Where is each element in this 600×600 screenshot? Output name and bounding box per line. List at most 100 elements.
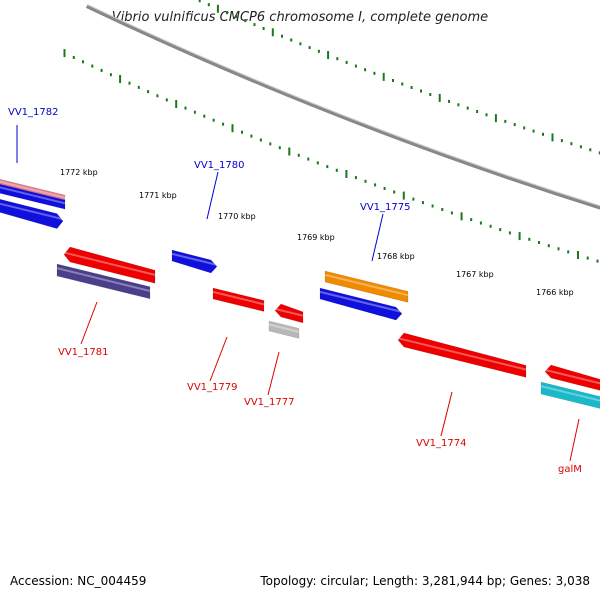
outer-tick-mark bbox=[297, 153, 300, 157]
outer-tick-mark bbox=[184, 106, 187, 110]
gene-label: VV1_1781 bbox=[58, 347, 109, 358]
outer-tick-mark bbox=[354, 176, 357, 180]
outer-tick-mark bbox=[557, 247, 560, 251]
outer-tick-mark bbox=[479, 221, 482, 225]
inner-tick-mark bbox=[226, 11, 228, 15]
inner-tick-mark bbox=[345, 60, 348, 64]
gene-label: VV1_1774 bbox=[416, 438, 467, 449]
outer-tick-mark bbox=[326, 165, 329, 169]
inner-tick-mark bbox=[364, 68, 367, 72]
outer-tick-mark bbox=[547, 244, 550, 248]
inner-tick-mark bbox=[392, 79, 394, 82]
gene-label: VV1_1779 bbox=[187, 382, 238, 393]
gene-feature-shine bbox=[63, 251, 156, 276]
gene-feature-shine bbox=[540, 385, 600, 402]
inner-tick-mark bbox=[485, 113, 488, 117]
outer-tick-mark bbox=[147, 90, 150, 94]
inner-tick-mark bbox=[401, 82, 404, 86]
inner-tick-mark bbox=[476, 110, 479, 113]
gene-feature-reverse bbox=[397, 332, 527, 378]
outer-tick-mark bbox=[100, 68, 103, 72]
gene-label-leader bbox=[80, 301, 98, 345]
outer-tick-mark bbox=[460, 212, 463, 221]
outer-tick-mark bbox=[193, 110, 196, 114]
inner-tick-mark bbox=[494, 114, 497, 123]
gene-feature-shine bbox=[56, 267, 151, 292]
outer-tick-mark bbox=[567, 250, 570, 254]
gene-feature-reverse bbox=[540, 381, 600, 409]
outer-tick-mark bbox=[364, 179, 367, 183]
outer-tick-mark bbox=[250, 134, 253, 138]
gene-feature-reverse bbox=[544, 364, 600, 391]
gene-feature-shine bbox=[0, 202, 64, 221]
scale-tick-label: 1766 kbp bbox=[536, 288, 574, 297]
inner-tick-mark bbox=[253, 23, 256, 27]
gene-feature-forward bbox=[319, 287, 403, 321]
scale-tick-label: 1771 kbp bbox=[139, 191, 177, 200]
outer-tick-mark bbox=[63, 49, 66, 58]
outer-tick-mark bbox=[222, 122, 225, 126]
gene-feature-shine bbox=[274, 307, 304, 317]
outer-tick-mark bbox=[288, 147, 291, 156]
inner-tick-mark bbox=[513, 123, 516, 127]
gene-label-leader bbox=[569, 418, 580, 462]
gene-label-leader bbox=[206, 171, 219, 220]
scale-tick-label: 1768 kbp bbox=[377, 252, 415, 261]
outer-tick-mark bbox=[203, 114, 206, 118]
gene-feature-reverse bbox=[268, 320, 300, 339]
gene-feature-reverse bbox=[274, 303, 304, 324]
outer-tick-mark bbox=[374, 183, 377, 187]
gene-feature-shine bbox=[212, 290, 265, 306]
outer-tick-mark bbox=[241, 130, 243, 134]
gene-feature-forward bbox=[0, 198, 64, 230]
inner-tick-mark bbox=[448, 99, 450, 103]
scale-tick-label: 1767 kbp bbox=[456, 270, 494, 279]
outer-tick-mark bbox=[316, 161, 319, 165]
inner-tick-mark bbox=[504, 119, 507, 123]
inner-tick-mark bbox=[281, 34, 283, 38]
outer-tick-mark bbox=[508, 231, 511, 235]
outer-tick-mark bbox=[489, 224, 492, 228]
outer-tick-mark bbox=[528, 237, 531, 241]
outer-tick-mark bbox=[335, 168, 338, 172]
inner-tick-mark bbox=[438, 93, 441, 102]
outer-tick-mark bbox=[393, 190, 396, 194]
inner-tick-mark bbox=[542, 132, 544, 136]
outer-tick-mark bbox=[175, 100, 178, 108]
inner-tick-mark bbox=[327, 51, 330, 59]
outer-tick-mark bbox=[109, 73, 112, 77]
inner-tick-mark bbox=[570, 142, 573, 146]
accession-text: Accession: NC_004459 bbox=[10, 574, 147, 588]
inner-tick-mark bbox=[429, 93, 432, 96]
inner-tick-mark bbox=[598, 151, 600, 155]
inner-tick-mark bbox=[216, 4, 219, 13]
outer-tick-mark bbox=[499, 228, 502, 232]
gene-label: VV1_1775 bbox=[360, 202, 411, 213]
gene-feature-shine bbox=[171, 252, 218, 266]
gene-feature-shine bbox=[544, 368, 600, 385]
outer-tick-mark bbox=[470, 218, 473, 222]
gene-label: VV1_1777 bbox=[244, 397, 295, 408]
outer-tick-mark bbox=[269, 142, 272, 146]
inner-tick-mark bbox=[589, 148, 592, 152]
inner-tick-mark bbox=[354, 64, 357, 68]
outer-tick-mark bbox=[212, 118, 215, 122]
outer-tick-mark bbox=[586, 256, 589, 260]
outer-tick-mark bbox=[431, 204, 434, 208]
inner-tick-mark bbox=[271, 28, 274, 37]
outer-tick-mark bbox=[91, 64, 94, 68]
outer-tick-mark bbox=[119, 75, 122, 83]
gene-feature-forward bbox=[324, 270, 409, 303]
inner-tick-mark bbox=[317, 49, 320, 53]
outer-tick-mark bbox=[259, 138, 262, 142]
inner-tick-mark bbox=[235, 15, 238, 19]
gene-feature-forward bbox=[171, 249, 218, 274]
backbone-curve bbox=[85, 4, 600, 210]
inner-tick-mark bbox=[336, 57, 339, 61]
gene-label: VV1_1780 bbox=[194, 160, 245, 171]
gene-label-leader bbox=[371, 213, 384, 262]
outer-tick-mark bbox=[165, 98, 168, 102]
inner-tick-mark bbox=[373, 71, 376, 75]
inner-tick-mark bbox=[551, 133, 554, 142]
